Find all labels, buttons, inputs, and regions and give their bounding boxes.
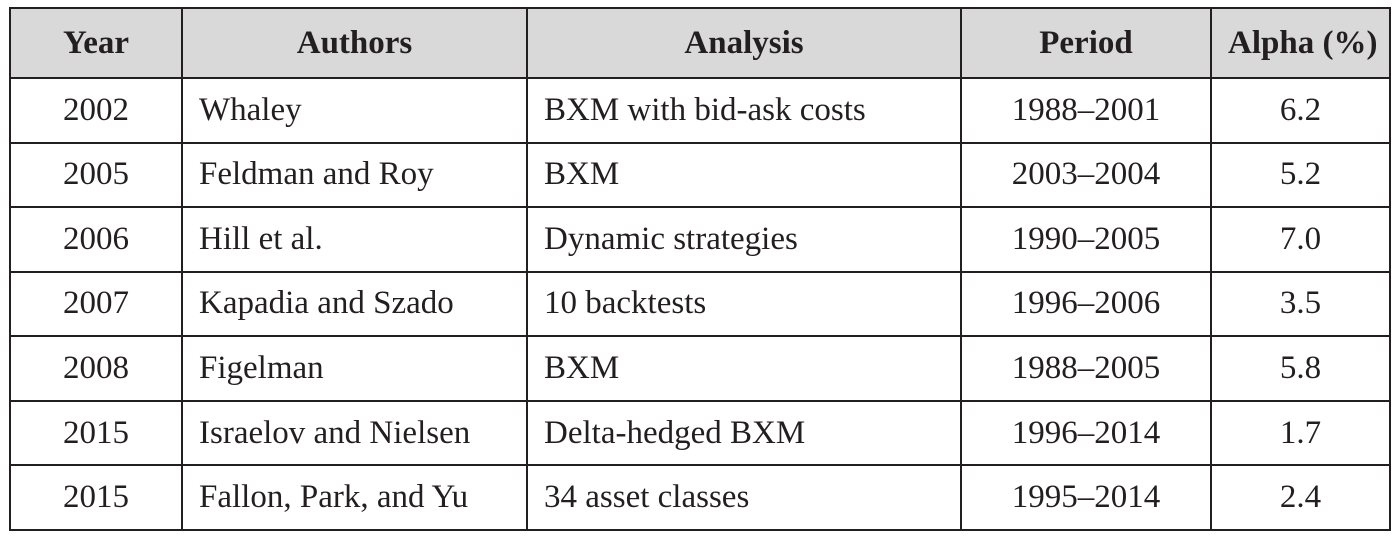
table-row: 2015 Israelov and Nielsen Delta-hedged B… [9,399,1391,467]
table-header: Year Authors Analysis Period Alpha (%) [9,7,1391,79]
cell-year: 2005 [9,141,183,209]
cell-period: 1996–2006 [960,270,1212,338]
table-row: 2007 Kapadia and Szado 10 backtests 1996… [9,270,1391,338]
header-row: Year Authors Analysis Period Alpha (%) [9,7,1391,79]
cell-authors: Israelov and Nielsen [181,399,528,467]
cell-year: 2015 [9,399,183,467]
table-body: 2002 Whaley BXM with bid-ask costs 1988–… [9,77,1391,531]
cell-period: 1988–2001 [960,77,1212,144]
cell-alpha: 1.7 [1210,399,1391,467]
cell-year: 2007 [9,270,183,338]
cell-analysis: Dynamic strategies [526,206,962,273]
cell-year: 2002 [9,77,183,144]
cell-analysis: BXM [526,141,962,209]
header-authors: Authors [181,7,528,79]
header-analysis: Analysis [526,7,962,79]
cell-alpha: 3.5 [1210,270,1391,338]
cell-year: 2015 [9,464,183,531]
cell-analysis: 34 asset classes [526,464,962,531]
cell-analysis: BXM with bid-ask costs [526,77,962,144]
cell-year: 2006 [9,206,183,273]
table-row: 2015 Fallon, Park, and Yu 34 asset class… [9,464,1391,531]
table-row: 2002 Whaley BXM with bid-ask costs 1988–… [9,77,1391,144]
cell-analysis: 10 backtests [526,270,962,338]
header-alpha: Alpha (%) [1210,7,1391,79]
cell-alpha: 2.4 [1210,464,1391,531]
table-row: 2008 Figelman BXM 1988–2005 5.8 [9,335,1391,402]
cell-alpha: 5.2 [1210,141,1391,209]
cell-analysis: BXM [526,335,962,402]
cell-authors: Feldman and Roy [181,141,528,209]
cell-authors: Fallon, Park, and Yu [181,464,528,531]
cell-period: 1995–2014 [960,464,1212,531]
cell-period: 2003–2004 [960,141,1212,209]
cell-alpha: 6.2 [1210,77,1391,144]
cell-period: 1988–2005 [960,335,1212,402]
cell-authors: Hill et al. [181,206,528,273]
table-row: 2006 Hill et al. Dynamic strategies 1990… [9,206,1391,273]
cell-alpha: 7.0 [1210,206,1391,273]
cell-period: 1996–2014 [960,399,1212,467]
cell-authors: Figelman [181,335,528,402]
cell-authors: Whaley [181,77,528,144]
cell-alpha: 5.8 [1210,335,1391,402]
cell-analysis: Delta-hedged BXM [526,399,962,467]
header-period: Period [960,7,1212,79]
cell-authors: Kapadia and Szado [181,270,528,338]
header-year: Year [9,7,183,79]
studies-table: Year Authors Analysis Period Alpha (%) 2… [9,7,1391,531]
table-row: 2005 Feldman and Roy BXM 2003–2004 5.2 [9,141,1391,209]
cell-year: 2008 [9,335,183,402]
cell-period: 1990–2005 [960,206,1212,273]
